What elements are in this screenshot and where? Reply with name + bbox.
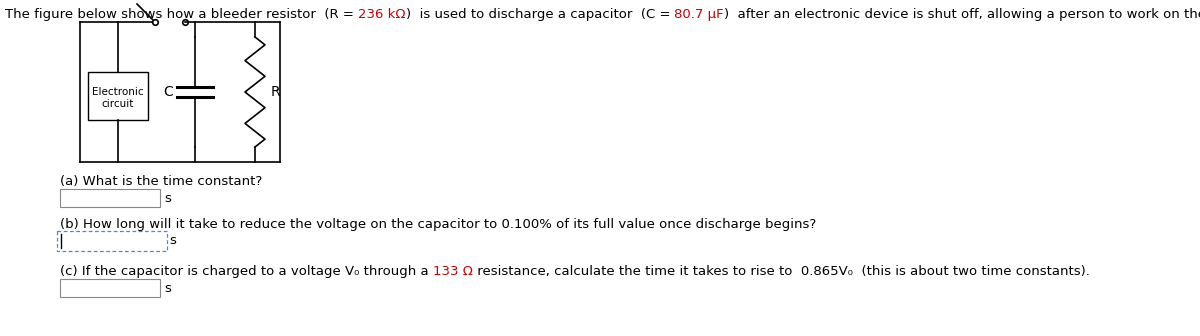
- Text: The figure below shows how a bleeder resistor  (R =: The figure below shows how a bleeder res…: [5, 8, 358, 21]
- Bar: [60, 189, 160, 207]
- Text: s: s: [164, 192, 170, 205]
- Text: R: R: [271, 85, 281, 99]
- Text: circuit: circuit: [102, 99, 134, 109]
- Text: s: s: [169, 235, 176, 248]
- Text: (c) If the capacitor is charged to a voltage V₀ through a: (c) If the capacitor is charged to a vol…: [60, 265, 433, 278]
- Text: (a) What is the time constant?: (a) What is the time constant?: [60, 175, 263, 188]
- Text: )  is used to discharge a capacitor  (C =: ) is used to discharge a capacitor (C =: [406, 8, 674, 21]
- Text: )  after an electronic device is shut off, allowing a person to work on the elec: ) after an electronic device is shut off…: [724, 8, 1200, 21]
- Text: resistance, calculate the time it takes to rise to  0.865V₀  (this is about two : resistance, calculate the time it takes …: [473, 265, 1090, 278]
- Text: C: C: [163, 85, 173, 99]
- Text: (b) How long will it take to reduce the voltage on the capacitor to 0.100% of it: (b) How long will it take to reduce the …: [60, 218, 816, 231]
- Text: 80.7 μF: 80.7 μF: [674, 8, 724, 21]
- Bar: [58, 231, 167, 251]
- Text: s: s: [164, 282, 170, 294]
- Bar: [60, 279, 160, 297]
- Bar: [88, 72, 148, 120]
- Text: 133 Ω: 133 Ω: [433, 265, 473, 278]
- Text: 236 kΩ: 236 kΩ: [358, 8, 406, 21]
- Text: Electronic: Electronic: [92, 87, 144, 97]
